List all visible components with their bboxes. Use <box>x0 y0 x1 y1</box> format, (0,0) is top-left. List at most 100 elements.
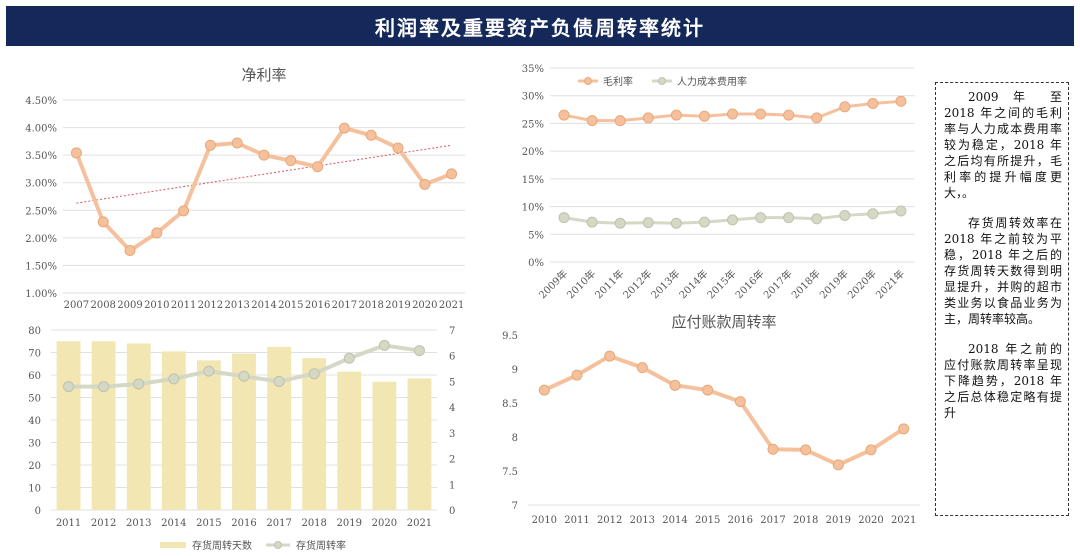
data-point <box>783 212 795 224</box>
y-tick-label: 15% <box>522 175 544 186</box>
data-point <box>698 216 710 228</box>
commentary-paragraph: 2018 年之前的应付账款周转率呈现下降趋势，2018 年之后总体稳定略有提升 <box>944 342 1062 420</box>
commentary-paragraph: 存货周转效率在 2018 年之前较为平稳，2018 年之后的存货周转天数得到明显… <box>944 216 1062 326</box>
x-tick-label: 2019 <box>337 518 362 529</box>
data-point <box>865 444 877 456</box>
legend-label: 存货周转率 <box>296 539 346 552</box>
x-tick-label: 2021 <box>407 518 432 529</box>
x-tick-label: 2010 <box>144 300 169 311</box>
data-point <box>558 212 570 224</box>
bar <box>337 371 362 510</box>
data-point <box>895 95 907 107</box>
x-tick-label: 2011 <box>56 518 81 529</box>
data-point <box>614 217 626 229</box>
trend-line <box>76 144 452 204</box>
y-tick-label: 7.5 <box>502 467 518 478</box>
y-tick-label-right: 3 <box>449 429 455 440</box>
x-tick-label: 2020年 <box>845 267 879 301</box>
x-tick-label: 2019 <box>385 300 410 311</box>
inventory-chart: 0 10 20 30 40 50 60 70 80 0 1 2 3 4 5 6 7 2011 2012 2013 201… <box>28 326 455 552</box>
x-tick-label: 2021年 <box>873 267 907 301</box>
x-tick-label: 2014 <box>251 300 276 311</box>
legend-marker <box>274 541 282 549</box>
data-point <box>392 142 404 154</box>
gross-margin-chart: 0%5%10%15%20%25%30%35%2009年2010年2011年201… <box>522 64 915 301</box>
x-tick-label: 2013 <box>630 515 655 526</box>
x-tick-label: 2015年 <box>704 267 738 301</box>
commentary-paragraph: 2009 年 至 2018 年之间的毛利率与人力成本费用率较为稳定，2018 年… <box>944 90 1062 200</box>
data-point <box>755 108 767 120</box>
y-tick-label: 1.50% <box>25 261 57 272</box>
x-tick-label: 2012 <box>597 515 622 526</box>
data-point <box>285 155 297 167</box>
x-tick-label: 2015 <box>695 515 720 526</box>
data-point <box>636 362 648 374</box>
y-tick-label-left: 0 <box>35 506 41 517</box>
data-point <box>898 423 910 435</box>
data-point <box>338 122 350 134</box>
y-tick-label-left: 70 <box>28 349 41 360</box>
y-tick-label-left: 80 <box>28 326 41 337</box>
data-point <box>755 212 767 224</box>
y-tick-label-right: 7 <box>449 326 455 337</box>
x-tick-label: 2018 <box>301 518 326 529</box>
x-tick-label: 2011年 <box>592 267 626 301</box>
data-point <box>124 245 136 257</box>
data-point <box>151 227 163 239</box>
data-point <box>63 381 75 393</box>
commentary-box: 2009 年 至 2018 年之间的毛利率与人力成本费用率较为稳定，2018 年… <box>935 82 1069 516</box>
legend-marker <box>658 77 666 85</box>
y-tick-label-left: 60 <box>28 371 41 382</box>
data-point <box>446 168 458 180</box>
x-tick-label: 2017 <box>760 515 785 526</box>
x-tick-label: 2010 <box>532 515 557 526</box>
x-tick-label: 2009年 <box>536 267 570 301</box>
data-point <box>178 205 190 217</box>
net-margin-chart: 净利率 1.00% 1.50% 2.00% 2.50% 3.00% 3.50% 4.00% 4.… <box>25 66 465 311</box>
data-point <box>614 115 626 127</box>
chart-title: 应付账款周转率 <box>671 313 776 331</box>
data-point <box>783 109 795 121</box>
data-point <box>727 108 738 120</box>
data-point <box>586 115 598 127</box>
x-tick-label: 2009 <box>117 300 142 311</box>
x-tick-label: 2019年 <box>817 267 851 301</box>
x-tick-label: 2012 <box>198 300 223 311</box>
x-tick-label: 2014 <box>161 518 186 529</box>
x-tick-label: 2017 <box>332 300 357 311</box>
data-point <box>832 459 844 471</box>
bar <box>161 351 186 510</box>
x-tick-label: 2008 <box>90 300 115 311</box>
data-point <box>258 149 270 161</box>
bar <box>196 360 221 510</box>
legend-label: 人力成本费用率 <box>677 75 747 88</box>
y-tick-label: 3.00% <box>25 179 57 190</box>
y-tick-label: 2.00% <box>25 234 57 245</box>
data-point <box>343 352 355 364</box>
data-point <box>538 384 550 396</box>
x-tick-label: 2012年 <box>620 267 654 301</box>
y-tick-label-left: 40 <box>28 416 41 427</box>
x-tick-label: 2020 <box>412 300 437 311</box>
data-point <box>378 339 390 351</box>
y-tick-label: 3.50% <box>25 151 57 162</box>
series-line <box>543 354 905 467</box>
data-point <box>70 147 82 159</box>
data-point <box>811 213 823 225</box>
x-tick-label: 2007 <box>64 300 89 311</box>
data-point <box>365 129 377 141</box>
data-point <box>670 109 682 121</box>
y-tick-label: 7 <box>512 501 518 512</box>
data-point <box>231 137 243 149</box>
chart-title: 净利率 <box>241 66 286 84</box>
x-tick-label: 2016 <box>305 300 330 311</box>
y-tick-label: 9 <box>512 365 518 376</box>
x-tick-label: 2013 <box>224 300 249 311</box>
x-tick-label: 2019 <box>826 515 851 526</box>
x-tick-label: 2016 <box>231 518 256 529</box>
y-tick-label: 8 <box>512 433 518 444</box>
x-tick-label: 2013 <box>126 518 151 529</box>
x-tick-label: 2014年 <box>676 267 710 301</box>
data-point <box>308 368 320 380</box>
x-tick-label: 2020 <box>858 515 883 526</box>
